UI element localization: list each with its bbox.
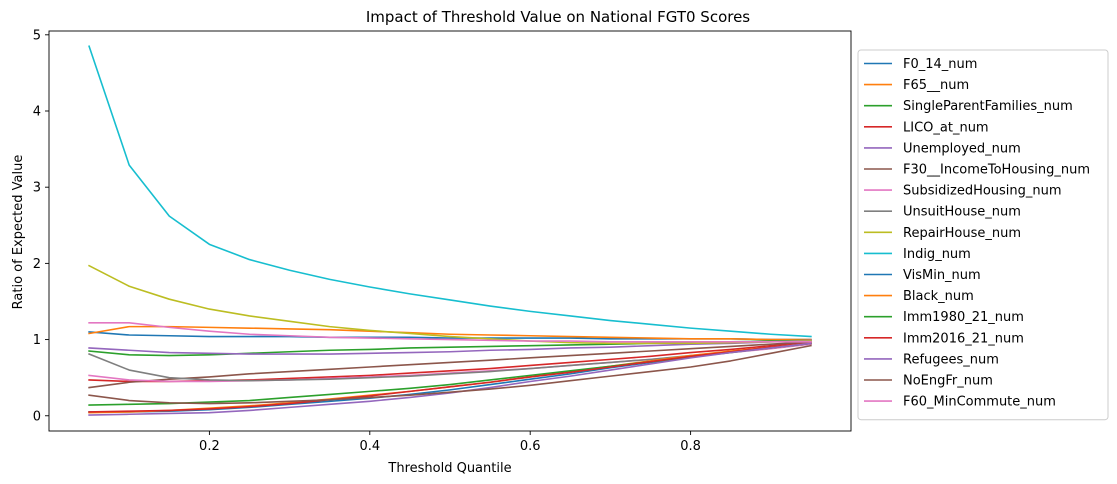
series-line-F65__num <box>88 325 812 341</box>
plot-frame <box>48 30 852 432</box>
x-axis-label: Threshold Quantile <box>387 461 511 476</box>
legend-frame <box>857 49 1109 421</box>
legend-label: SingleParentFamilies_num <box>903 99 1073 114</box>
plot-area: 0.2 0.4 0.6 0.8 0 1 2 3 4 5 <box>33 28 852 454</box>
legend-label: VisMin_num <box>903 268 981 283</box>
legend-label: F65__num <box>903 78 969 93</box>
x-tick-label: 0.4 <box>359 439 380 454</box>
x-tick-label: 0.6 <box>520 439 541 454</box>
y-tick-label: 5 <box>33 28 41 43</box>
x-tick-label: 0.8 <box>680 439 701 454</box>
y-tick-label: 3 <box>33 181 41 196</box>
x-tick-label: 0.2 <box>199 439 220 454</box>
series-line-NoEngFr_num <box>88 344 812 405</box>
y-tick-label: 1 <box>33 333 41 348</box>
chart-title: Impact of Threshold Value on National FG… <box>366 8 750 26</box>
legend-label: RepairHouse_num <box>903 226 1021 241</box>
legend-label: F60_MinCommute_num <box>903 395 1056 410</box>
legend-label: NoEngFr_num <box>903 374 993 389</box>
series-line-F30__IncomeToHousing_num <box>88 341 812 389</box>
legend-label: Imm1980_21_num <box>903 310 1024 325</box>
legend-label: LICO_at_num <box>903 120 989 135</box>
legend-label: Unemployed_num <box>903 141 1021 156</box>
y-tick-label: 0 <box>33 409 41 424</box>
legend-label: F0_14_num <box>903 57 977 72</box>
legend-label: F30__IncomeToHousing_num <box>903 163 1090 178</box>
y-tick-label: 2 <box>33 257 41 272</box>
legend-label: Black_num <box>903 289 974 304</box>
legend-label: UnsuitHouse_num <box>903 205 1021 220</box>
legend-label: Indig_num <box>903 247 971 262</box>
legend-label: SubsidizedHousing_num <box>903 184 1062 199</box>
legend-label: Imm2016_21_num <box>903 331 1024 346</box>
y-tick-label: 4 <box>33 105 41 120</box>
series-line-F60_MinCommute_num <box>88 322 812 343</box>
y-axis-label: Ratio of Expected Value <box>11 155 26 310</box>
series-line-Indig_num <box>88 45 812 338</box>
legend: F0_14_num F65__num SingleParentFamilies_nu… <box>857 49 1109 421</box>
series-line-Imm2016_21_num <box>88 342 812 413</box>
series-line-RepairHouse_num <box>88 264 812 345</box>
legend-label: Refugees_num <box>903 352 999 367</box>
